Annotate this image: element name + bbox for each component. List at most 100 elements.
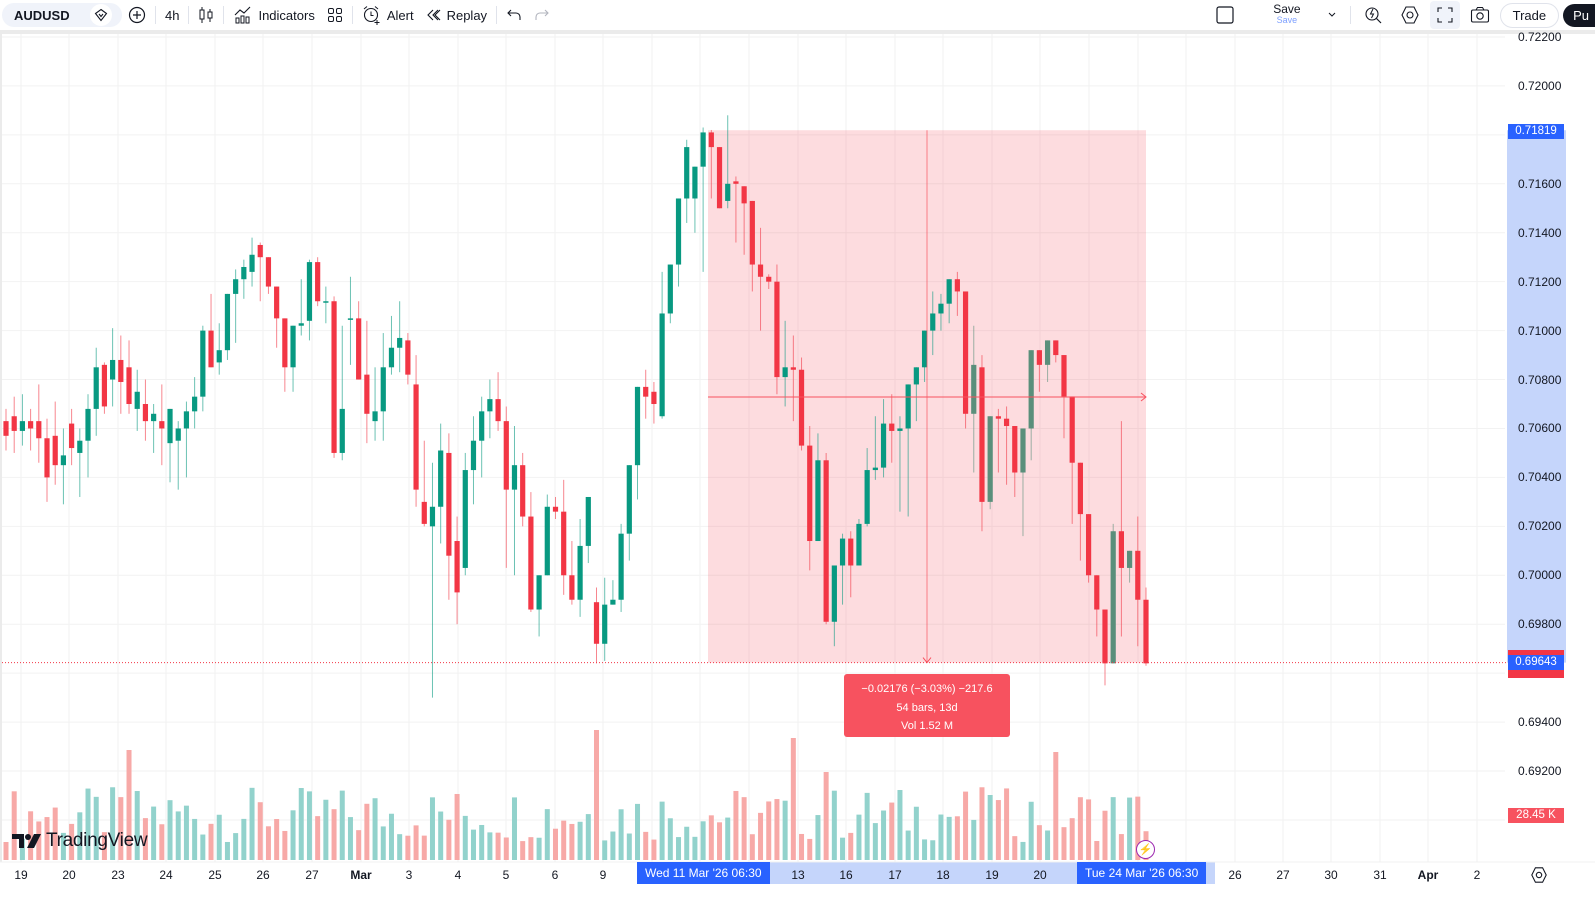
time-axis-label: 17 [888, 868, 902, 882]
divider [1349, 6, 1351, 24]
price-axis-label: 0.69800 [1518, 617, 1562, 632]
save-button[interactable]: Save Save [1267, 2, 1306, 26]
range-start-time-tag: Wed 11 Mar '26 06:30 [637, 862, 770, 884]
volume-value-tag: 28.45 K [1508, 808, 1564, 823]
time-axis-label: 26 [1228, 868, 1242, 882]
redo-button[interactable] [528, 2, 556, 28]
divider [223, 6, 225, 24]
save-sublabel: Save [1276, 15, 1298, 25]
measure-tooltip: −0.02176 (−3.03%) −217.6 54 bars, 13d Vo… [844, 674, 1010, 737]
add-circle-icon [128, 6, 146, 24]
time-axis-label: 24 [159, 868, 173, 882]
fullscreen-button[interactable] [1429, 1, 1460, 29]
price-axis-label: 0.70600 [1518, 421, 1562, 436]
replay-label: Replay [446, 7, 488, 23]
trade-button[interactable]: Trade [1499, 2, 1560, 28]
price-axis-label: 0.70000 [1518, 568, 1562, 583]
alert-label: Alert [386, 7, 414, 23]
measure-volume: Vol 1.52 M [901, 720, 953, 732]
layout-button[interactable] [321, 2, 349, 28]
price-axis-label: 0.71600 [1518, 176, 1562, 191]
price-axis-label: 0.69200 [1518, 764, 1562, 778]
time-axis-label: 18 [936, 868, 950, 882]
settings-icon [1400, 6, 1419, 24]
time-axis-label: 16 [839, 868, 853, 882]
save-label: Save [1273, 2, 1301, 16]
time-axis-label: 9 [599, 868, 607, 882]
replay-icon [426, 9, 440, 21]
layout-grid-icon [327, 8, 342, 22]
price-axis-label: 0.69400 [1518, 715, 1562, 730]
divider [496, 6, 498, 24]
redo-icon [535, 9, 549, 20]
top-toolbar: AUDUSD 4h Indicators Alert Replay [0, 0, 1595, 30]
price-chart[interactable] [0, 34, 1595, 906]
alert-button[interactable]: Alert [356, 2, 420, 28]
time-axis-label: Mar [350, 868, 372, 882]
range-end-time-tag: Tue 24 Mar '26 06:30 [1077, 862, 1207, 884]
time-axis-label: 20 [62, 868, 76, 882]
symbol-search-button[interactable]: AUDUSD [2, 3, 122, 27]
chart-type-button[interactable] [192, 2, 220, 28]
divider [351, 6, 353, 24]
camera-icon [1470, 7, 1489, 23]
settings-icon [1531, 867, 1547, 883]
tradingview-logo[interactable]: TradingView [12, 830, 148, 852]
add-symbol-button[interactable] [122, 2, 152, 28]
price-axis-label: 0.71200 [1518, 274, 1562, 289]
fullscreen-icon [1437, 7, 1453, 23]
alarm-icon [363, 6, 380, 25]
multi-select-button[interactable] [1209, 2, 1241, 28]
measure-bars: 54 bars, 13d [896, 701, 958, 714]
chart-settings-button[interactable] [1394, 2, 1426, 28]
price-axis-label: 0.70200 [1518, 519, 1562, 534]
square-icon [1216, 6, 1234, 24]
time-axis-label: 2 [1473, 868, 1481, 882]
price-axis-label: 0.71000 [1518, 323, 1562, 338]
right-toolbar: Save Save Trade Pu [1209, 0, 1595, 30]
time-axis-label: 27 [1276, 868, 1290, 882]
quick-search-button[interactable] [1358, 2, 1390, 28]
time-axis-label: 4 [454, 868, 462, 882]
indicators-button[interactable]: Indicators [227, 2, 320, 28]
snapshot-button[interactable] [1464, 2, 1496, 28]
time-axis-label: 13 [791, 868, 805, 882]
replay-button[interactable]: Replay [420, 2, 493, 28]
time-axis-label: Apr [1417, 868, 1439, 882]
price-axis-label: 0.72200 [1518, 30, 1562, 44]
range-top-price-tag: 0.71819 [1508, 124, 1564, 139]
chevron-down-icon [1328, 12, 1335, 17]
time-axis-label: 31 [1373, 868, 1387, 882]
volume-hidden-tag [1508, 668, 1564, 678]
time-axis-label: 27 [305, 868, 319, 882]
undo-button[interactable] [500, 2, 528, 28]
price-axis-label: 0.70400 [1518, 470, 1562, 485]
current-price-tag: 0.69643 [1508, 655, 1564, 670]
time-axis-label: 20 [1033, 868, 1047, 882]
indicators-label: Indicators [258, 7, 315, 23]
time-axis-label: 19 [14, 868, 28, 882]
measure-change: −0.02176 (−3.03%) −217.6 [861, 683, 993, 695]
price-axis-label: 0.70800 [1518, 372, 1562, 387]
tv-logo-icon [12, 834, 41, 848]
diamond-fav-icon[interactable] [90, 4, 112, 26]
lightning-event-icon[interactable]: ⚡ [1136, 840, 1155, 859]
trade-label: Trade [1512, 7, 1547, 23]
symbol-label: AUDUSD [14, 7, 70, 23]
indicators-icon [235, 6, 251, 24]
price-axis-label: 0.72000 [1518, 78, 1562, 93]
quick-search-icon [1365, 7, 1382, 24]
time-axis-label: 26 [256, 868, 270, 882]
interval-button[interactable]: 4h [159, 2, 185, 28]
time-axis-label: 25 [208, 868, 222, 882]
candles-icon [199, 7, 213, 23]
divider [188, 6, 190, 24]
axis-settings-button[interactable] [1530, 866, 1548, 889]
time-axis-label: 19 [985, 868, 999, 882]
undo-icon [507, 9, 521, 20]
publish-button[interactable]: Pu [1563, 3, 1595, 27]
logo-text: TradingView [46, 830, 148, 851]
price-axis-label: 0.71400 [1518, 225, 1562, 240]
publish-label: Pu [1573, 7, 1589, 23]
save-menu-button[interactable] [1321, 2, 1343, 28]
